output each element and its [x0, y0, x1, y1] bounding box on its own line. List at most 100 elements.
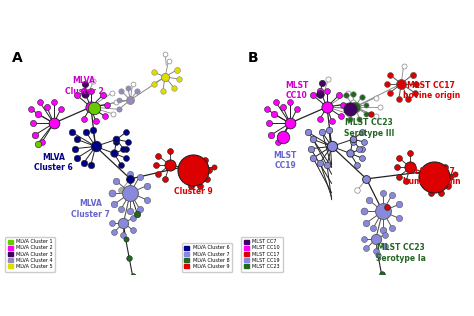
Point: [113, 139, 120, 144]
Point: [161, 74, 169, 79]
Point: [310, 93, 317, 98]
Point: [446, 174, 454, 179]
Point: [90, 128, 97, 133]
Point: [360, 139, 368, 144]
Point: [316, 116, 324, 121]
Point: [43, 105, 51, 110]
Point: [136, 174, 144, 179]
Point: [110, 151, 118, 156]
Point: [127, 176, 134, 181]
Point: [92, 118, 100, 124]
Point: [205, 167, 213, 172]
Point: [430, 174, 438, 179]
Point: [428, 190, 435, 195]
Point: [117, 188, 125, 193]
Point: [407, 165, 414, 170]
Text: MLST
CC19: MLST CC19: [273, 151, 297, 170]
Point: [328, 144, 336, 149]
Point: [339, 102, 347, 107]
Point: [349, 137, 356, 142]
Text: A: A: [12, 51, 23, 65]
Point: [379, 228, 386, 233]
Point: [367, 112, 375, 117]
Point: [395, 174, 403, 179]
Point: [90, 79, 97, 84]
Point: [69, 130, 76, 135]
Point: [80, 116, 88, 121]
Point: [108, 221, 116, 226]
Point: [379, 209, 386, 214]
Point: [349, 92, 356, 97]
Point: [101, 114, 109, 119]
Point: [356, 146, 363, 151]
Point: [127, 98, 134, 103]
Point: [73, 137, 81, 142]
Text: MLST CC23
Serotype Ia: MLST CC23 Serotype Ia: [376, 243, 426, 263]
Point: [402, 179, 410, 184]
Point: [189, 167, 197, 172]
Text: MLVA
Cluster 6: MLVA Cluster 6: [35, 153, 73, 172]
Text: MLST
CC10: MLST CC10: [285, 81, 309, 100]
Point: [383, 204, 391, 209]
Point: [351, 105, 359, 110]
Point: [346, 107, 354, 112]
Point: [409, 72, 417, 77]
Text: MLST CC23
Serotype III: MLST CC23 Serotype III: [344, 118, 394, 137]
Point: [444, 183, 451, 188]
Point: [136, 308, 144, 313]
Point: [395, 96, 403, 101]
Point: [404, 96, 412, 101]
Point: [407, 151, 414, 156]
Point: [411, 90, 419, 95]
Point: [126, 255, 133, 260]
Text: MLVA
Cluster 9: MLVA Cluster 9: [173, 176, 212, 196]
Point: [108, 190, 116, 195]
Point: [451, 172, 458, 177]
Point: [324, 76, 332, 82]
Point: [110, 202, 118, 207]
Point: [286, 121, 294, 126]
Point: [400, 64, 407, 69]
Point: [110, 230, 118, 235]
Point: [129, 216, 137, 221]
Point: [73, 155, 81, 161]
Point: [319, 80, 326, 85]
Point: [82, 81, 89, 86]
Point: [274, 139, 282, 144]
Point: [87, 162, 95, 167]
Point: [279, 105, 287, 110]
Point: [363, 112, 370, 117]
Point: [381, 232, 389, 237]
Point: [175, 76, 183, 82]
Point: [119, 221, 127, 226]
Point: [386, 90, 393, 95]
Point: [127, 209, 134, 214]
Point: [337, 114, 345, 119]
Point: [87, 88, 95, 93]
Point: [310, 137, 317, 142]
Point: [328, 118, 336, 124]
Point: [127, 190, 134, 195]
Point: [372, 114, 380, 119]
Point: [122, 130, 129, 135]
Point: [305, 130, 312, 135]
Point: [57, 107, 64, 112]
Point: [356, 116, 363, 121]
Point: [143, 197, 150, 202]
Point: [124, 86, 132, 91]
Point: [326, 128, 333, 133]
Point: [117, 162, 125, 167]
Point: [388, 225, 396, 230]
Point: [103, 102, 111, 107]
Point: [122, 237, 129, 242]
Point: [210, 165, 218, 170]
Point: [385, 308, 392, 313]
Point: [115, 107, 123, 112]
Point: [360, 237, 368, 242]
Point: [310, 155, 317, 161]
Point: [358, 146, 365, 151]
Point: [265, 121, 273, 126]
Point: [393, 165, 401, 170]
Point: [50, 121, 58, 126]
Point: [171, 86, 178, 91]
